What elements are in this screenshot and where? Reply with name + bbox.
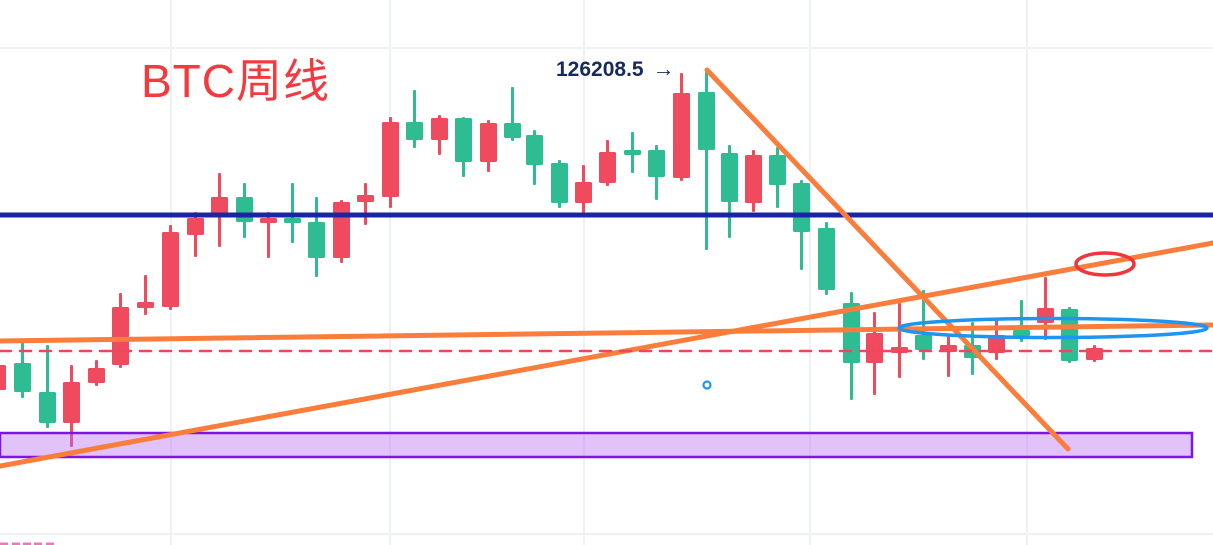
candle-body: [647, 150, 665, 177]
candle-body: [574, 182, 592, 203]
candle-body: [332, 202, 350, 258]
candle-body: [987, 335, 1005, 353]
candle-wick: [412, 90, 416, 148]
candle-body: [13, 363, 31, 392]
candle-body: [62, 382, 80, 423]
candle-wick: [897, 303, 901, 378]
candle-body: [1036, 308, 1054, 323]
right-arrow-icon: →: [652, 56, 675, 81]
candle-body: [454, 118, 472, 162]
candle-body: [405, 122, 423, 140]
candle-body: [720, 153, 738, 202]
candle-body: [842, 303, 860, 363]
candle-body: [914, 335, 932, 350]
candle-wick: [290, 183, 294, 243]
candle-body: [1060, 309, 1078, 361]
candle-body: [259, 218, 277, 223]
candle-body: [744, 155, 762, 203]
candle-body: [136, 302, 154, 308]
horizontal-gridline: [0, 47, 1213, 49]
candle-body: [235, 197, 253, 222]
candle-body: [38, 392, 56, 423]
candle-body: [817, 228, 835, 290]
candle-body: [210, 197, 228, 215]
candle-body: [479, 123, 497, 162]
candle-body: [503, 123, 521, 138]
candle-body: [697, 92, 715, 150]
candle-body: [865, 333, 883, 363]
candle-body: [598, 152, 616, 183]
candle-body: [111, 307, 129, 365]
candle-body: [381, 122, 399, 197]
candle-body: [623, 150, 641, 155]
candle-body: [939, 345, 957, 352]
candle-wick: [266, 212, 270, 258]
candle-body: [87, 368, 105, 383]
candle-wick: [363, 183, 367, 225]
candle-body: [672, 93, 690, 178]
candle-body: [283, 218, 301, 223]
candle-body: [768, 155, 786, 185]
candle-body: [161, 232, 179, 307]
peak-price-value: 126208.5: [556, 58, 644, 81]
candle-wick: [946, 335, 950, 377]
candle-wick: [510, 87, 514, 141]
horizontal-gridline: [0, 533, 1213, 535]
candle-wick: [143, 275, 147, 315]
candle-body: [1085, 348, 1103, 360]
candle-body: [890, 347, 908, 353]
chart-title: BTC周线: [141, 55, 330, 107]
candle-body: [792, 183, 810, 232]
candle-body: [430, 118, 448, 140]
candle-body: [1012, 330, 1030, 336]
peak-price-annotation: 126208.5 →: [556, 56, 675, 83]
candle-body: [186, 218, 204, 235]
candle-body: [0, 365, 6, 390]
candle-body: [525, 135, 543, 165]
candle-body: [356, 195, 374, 202]
candle-body: [550, 163, 568, 203]
candle-body: [963, 345, 981, 358]
candle-body: [307, 222, 325, 258]
